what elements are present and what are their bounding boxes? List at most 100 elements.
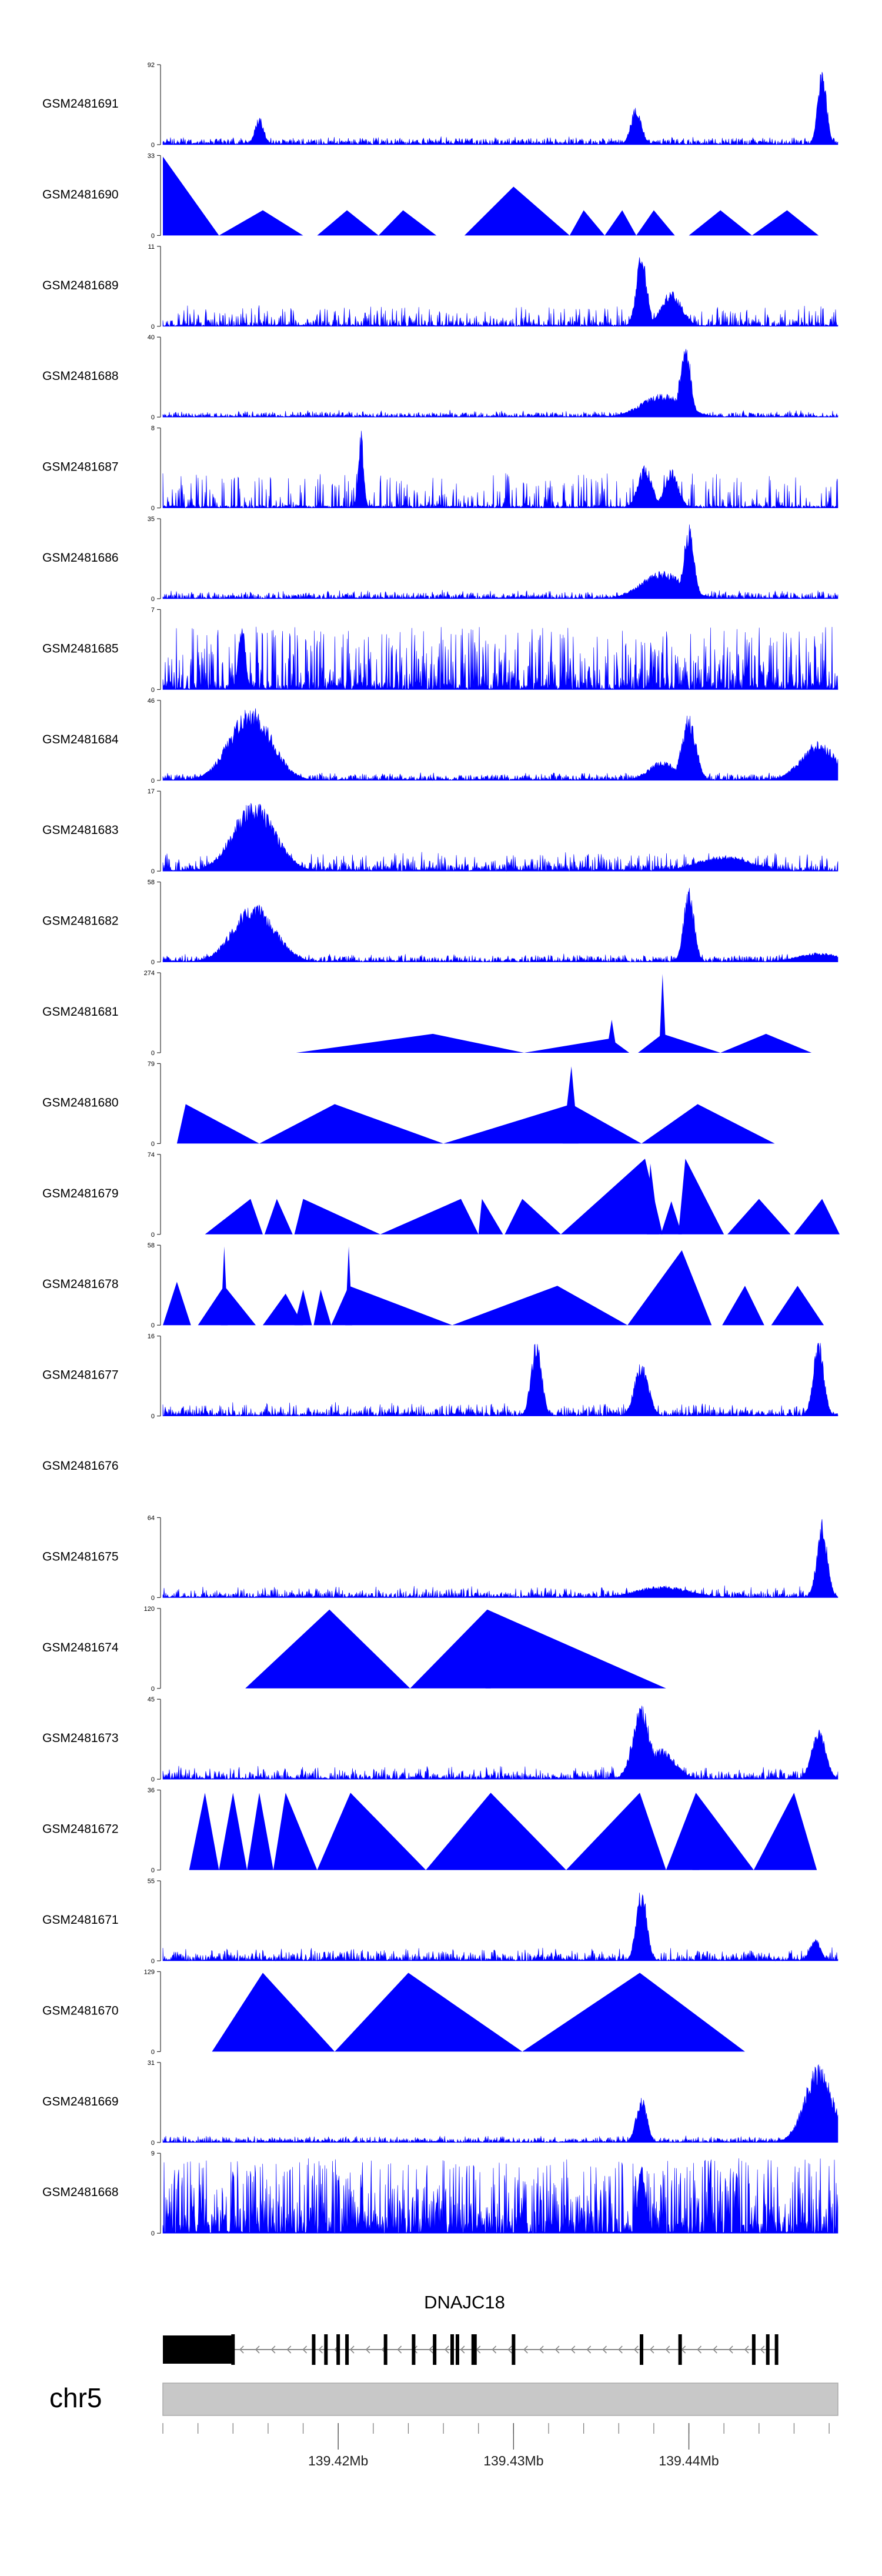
track-label: GSM2481679 xyxy=(42,1187,119,1200)
strand-chevron xyxy=(239,2345,244,2354)
y-min-label: 0 xyxy=(151,1322,155,1329)
track-label: GSM2481686 xyxy=(42,551,119,565)
axis-tick-label: 139.42Mb xyxy=(308,2453,368,2468)
y-min-label: 0 xyxy=(151,1050,155,1057)
track-label: GSM2481680 xyxy=(42,1096,119,1109)
coverage-triangle xyxy=(562,1066,579,1144)
track-gsm2481684: GSM2481684 46 0 xyxy=(42,698,838,785)
strand-chevron xyxy=(554,2345,560,2354)
y-max-label: 92 xyxy=(148,62,155,69)
chromosome-label: chr5 xyxy=(49,2383,102,2413)
gene-exon xyxy=(766,2334,770,2365)
coverage-triangle xyxy=(524,1038,630,1053)
y-min-label: 0 xyxy=(151,1776,155,1783)
y-min-label: 0 xyxy=(151,1594,155,1601)
y-min-label: 0 xyxy=(151,868,155,875)
y-min-label: 0 xyxy=(151,686,155,693)
track-label: GSM2481671 xyxy=(42,1913,119,1927)
track-gsm2481681: GSM2481681 274 0 xyxy=(42,970,812,1057)
coverage-triangle xyxy=(345,1246,353,1326)
coverage-triangle xyxy=(560,1159,663,1234)
coverage-profile xyxy=(162,1706,838,1780)
y-max-label: 58 xyxy=(148,1242,155,1249)
coverage-triangle xyxy=(692,1803,700,1870)
gene-exon xyxy=(345,2334,349,2365)
track-gsm2481689: GSM2481689 11 0 xyxy=(42,243,838,331)
coverage-triangle xyxy=(485,1637,491,1689)
track-label: GSM2481676 xyxy=(42,1459,119,1473)
y-max-label: 7 xyxy=(151,606,155,613)
coverage-triangle xyxy=(606,1019,617,1053)
y-min-label: 0 xyxy=(151,1958,155,1965)
coverage-triangle xyxy=(163,156,219,236)
strand-chevron xyxy=(397,2345,402,2354)
strand-chevron xyxy=(570,2345,576,2354)
y-min-label: 0 xyxy=(151,959,155,966)
coverage-profile xyxy=(162,1519,838,1599)
coverage-triangle xyxy=(264,1199,293,1234)
track-label: GSM2481669 xyxy=(42,2095,119,2108)
coverage-triangle xyxy=(666,1793,754,1870)
y-max-label: 17 xyxy=(148,788,155,795)
coverage-triangle xyxy=(313,1289,332,1326)
y-max-label: 40 xyxy=(148,334,155,341)
gene-exon xyxy=(678,2334,682,2365)
strand-chevron xyxy=(586,2345,592,2354)
coverage-profile xyxy=(162,72,838,146)
coverage-triangle xyxy=(751,210,819,236)
coverage-triangle xyxy=(410,1609,666,1689)
gene-exon xyxy=(312,2334,316,2365)
strand-chevron xyxy=(649,2345,654,2354)
y-min-label: 0 xyxy=(151,2048,155,2056)
track-label: GSM2481681 xyxy=(42,1005,119,1019)
gene-exon xyxy=(231,2334,235,2365)
coverage-triangle xyxy=(753,1793,817,1870)
strand-chevron xyxy=(255,2345,260,2354)
y-max-label: 64 xyxy=(148,1514,155,1521)
strand-chevron xyxy=(697,2345,702,2354)
gene-model-dnajc18: DNAJC18 xyxy=(163,2292,779,2365)
strand-chevron xyxy=(618,2345,623,2354)
y-max-label: 35 xyxy=(148,516,155,523)
track-gsm2481685: GSM2481685 7 0 xyxy=(42,606,838,693)
track-gsm2481671: GSM2481671 55 0 xyxy=(42,1878,838,1965)
coverage-profile xyxy=(162,349,838,418)
y-max-label: 33 xyxy=(148,152,155,159)
y-max-label: 36 xyxy=(148,1787,155,1794)
track-label: GSM2481690 xyxy=(42,188,119,201)
strand-chevron xyxy=(665,2345,670,2354)
coverage-triangle xyxy=(464,186,570,236)
coverage-triangle xyxy=(722,1286,764,1326)
strand-chevron xyxy=(744,2345,749,2354)
track-label: GSM2481688 xyxy=(42,369,119,383)
axis-tick-label: 139.44Mb xyxy=(659,2453,719,2468)
track-gsm2481669: GSM2481669 31 0 xyxy=(42,2060,838,2147)
gene-exon xyxy=(512,2334,516,2365)
track-gsm2481668: GSM2481668 9 0 xyxy=(42,2150,838,2237)
track-gsm2481690: GSM2481690 33 0 xyxy=(42,152,819,239)
y-max-label: 46 xyxy=(148,698,155,705)
y-min-label: 0 xyxy=(151,1413,155,1420)
coverage-triangle xyxy=(259,1104,444,1144)
track-label: GSM2481674 xyxy=(42,1641,119,1654)
coverage-triangle xyxy=(627,1250,712,1326)
gene-exon xyxy=(473,2334,477,2365)
track-label: GSM2481682 xyxy=(42,915,119,928)
y-min-label: 0 xyxy=(151,596,155,603)
strand-chevron xyxy=(713,2345,717,2354)
y-min-label: 0 xyxy=(151,1867,155,1874)
track-gsm2481675: GSM2481675 64 0 xyxy=(42,1514,838,1601)
track-gsm2481691: GSM2481691 92 0 xyxy=(42,62,838,149)
coverage-triangle xyxy=(636,210,675,236)
y-min-label: 0 xyxy=(151,142,155,149)
coverage-profile xyxy=(162,626,838,690)
track-label: GSM2481683 xyxy=(42,823,119,837)
coverage-triangle xyxy=(296,1033,524,1053)
strand-chevron xyxy=(460,2345,465,2354)
strand-chevron xyxy=(318,2345,323,2354)
coverage-triangle xyxy=(219,1793,248,1870)
y-min-label: 0 xyxy=(151,232,155,239)
coverage-triangle xyxy=(189,1793,219,1870)
coverage-triangle xyxy=(566,1793,666,1870)
coverage-triangle xyxy=(331,1286,452,1326)
